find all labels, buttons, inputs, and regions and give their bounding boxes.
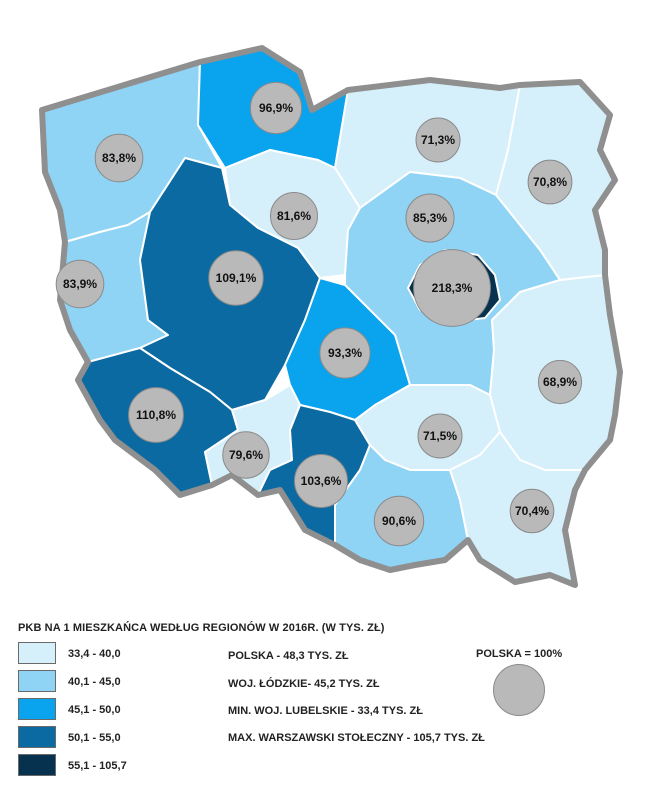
bubble-pomorskie [249,81,303,135]
stat-max: MAX. WARSZAWSKI STOŁECZNY - 105,7 TYS. Z… [228,732,485,744]
legend-range-3: 45,1 - 50,0 [68,704,121,716]
legend-range-1: 33,4 - 40,0 [68,648,121,660]
label-podkarpackie: 70,4% [515,504,549,518]
bubble-opolskie [222,431,270,479]
label-swietokrzyskie: 71,5% [423,429,457,443]
bubble-zachodniopomorskie [94,133,144,183]
stat-lodzkie: WOJ. ŁÓDZKIE- 45,2 TYS. ZŁ [228,678,380,690]
label-lubelskie: 68,9% [543,375,577,389]
bubble-warszawski-stoleczny [413,249,491,327]
label-kujawsko-pomorskie: 81,6% [277,209,311,223]
label-opolskie: 79,6% [229,448,263,462]
bubble-podkarpackie [509,488,555,534]
legend-range-5: 55,1 - 105,7 [68,760,127,772]
legend-swatch-1 [18,642,56,664]
legend-swatch-4 [18,726,56,748]
bubble-lubelskie [537,359,583,405]
poland-regions-map: 83,8% 96,9% 71,3% 70,8% 81,6% 83,9% 109,1% 85,3… [39,45,623,588]
bubble-malopolskie [373,495,425,547]
bubble-slaskie [294,454,348,508]
country-border [39,45,623,588]
label-podlaskie: 70,8% [533,175,567,189]
label-malopolskie: 90,6% [382,514,416,528]
bubble-lubuskie [55,259,105,309]
stat-min: MIN. WOJ. LUBELSKIE - 33,4 TYS. ZŁ [228,705,423,717]
bubble-podlaskie [527,159,573,205]
legend-swatch-5 [18,754,56,776]
bubble-dolnoslaskie [128,387,184,443]
legend-range-4: 50,1 - 55,0 [68,732,121,744]
bubble-kujawsko-pomorskie [270,192,318,240]
label-slaskie: 103,6% [301,474,342,488]
reference-label: POLSKA = 100% [476,648,563,660]
legend-title: PKB NA 1 MIESZKAŃCA WEDŁUG REGIONÓW W 20… [18,622,385,634]
label-zachodniopomorskie: 83,8% [102,151,136,165]
region-bubbles: 83,8% 96,9% 71,3% 70,8% 81,6% 83,9% 109,1% 85,3… [55,81,583,547]
label-mazowiecki-regionalny: 85,3% [413,211,447,225]
label-warminsko-mazurskie: 71,3% [421,133,455,147]
label-lubuskie: 83,9% [63,277,97,291]
bubble-warminsko-mazurskie [415,117,461,163]
label-wielkopolskie: 109,1% [216,271,257,285]
bubble-lodzkie [319,327,371,379]
reference-circle [493,664,545,716]
bubble-swietokrzyskie [417,413,463,459]
label-dolnoslaskie: 110,8% [136,408,176,422]
bubble-wielkopolskie [208,250,264,306]
stat-polska: POLSKA - 48,3 TYS. ZŁ [228,650,349,662]
legend-swatch-2 [18,670,56,692]
label-warszawski-stoleczny: 218,3% [432,281,473,295]
label-pomorskie: 96,9% [259,101,293,115]
legend-swatch-3 [18,698,56,720]
bubble-mazowiecki-regionalny [405,193,455,243]
legend-range-2: 40,1 - 45,0 [68,676,121,688]
label-lodzkie: 93,3% [328,346,362,360]
